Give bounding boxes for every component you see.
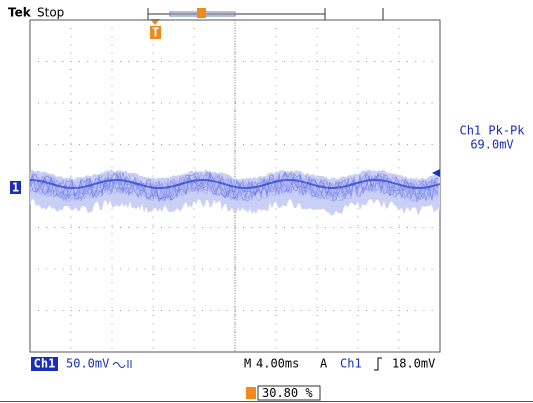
trigger-marker-label: T — [152, 26, 159, 40]
status-time-prefix: M — [244, 357, 251, 371]
trigger-position-box — [257, 385, 321, 401]
status-trigger-source: Ch1 — [340, 357, 362, 371]
trigger-slope-icon — [374, 357, 382, 371]
trigger-marker — [150, 26, 161, 39]
trigger-position-icon — [246, 387, 256, 399]
status-channel: Ch1 — [34, 357, 56, 371]
channel-marker — [10, 181, 21, 194]
status-scale: 50.0mV — [66, 357, 109, 371]
waveform-core — [30, 179, 441, 189]
channel-badge — [31, 357, 58, 371]
bandwidth-icon — [112, 360, 132, 368]
trigger-position: 30.80 % — [262, 386, 313, 400]
brand: Tek — [8, 6, 32, 20]
acquisition-status: Stop — [37, 6, 64, 20]
trigger-level-marker — [432, 169, 440, 177]
record-trigger-icon — [197, 8, 206, 18]
waveform-trace — [29, 172, 439, 201]
channel-marker-label: 1 — [12, 181, 19, 195]
status-trigger-level: 18.0mV — [392, 357, 435, 371]
status-timebase: 4.00ms — [256, 357, 299, 371]
waveform — [29, 169, 441, 216]
status-mode: A — [320, 357, 328, 371]
measurement-label: Ch1 Pk-Pk — [459, 124, 525, 138]
measurement-value: 69.0mV — [470, 138, 513, 152]
